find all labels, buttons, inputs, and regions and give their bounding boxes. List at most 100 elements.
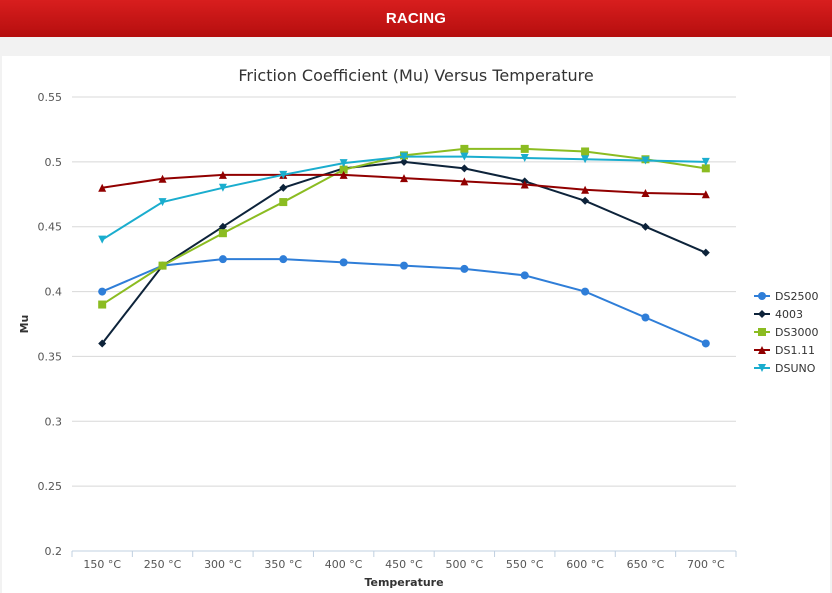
gridlines	[72, 96, 736, 552]
friction-chart: Friction Coefficient (Mu) Versus Tempera…	[18, 66, 818, 589]
x-tick-label: 150 °C	[83, 558, 121, 571]
y-tick-label: 0.4	[45, 286, 63, 299]
data-point	[641, 188, 650, 197]
y-tick-label: 0.35	[38, 350, 63, 363]
x-tick-label: 400 °C	[325, 558, 363, 571]
data-point	[400, 157, 408, 166]
data-point	[400, 174, 408, 183]
legend-item: DS3000	[754, 326, 818, 339]
series-dsuno	[98, 152, 710, 244]
legend-item: DS1.11	[754, 344, 815, 357]
data-point	[460, 152, 469, 161]
data-point	[98, 339, 107, 348]
data-point	[520, 153, 529, 162]
x-tick-label: 250 °C	[144, 558, 182, 571]
y-tick-label: 0.25	[38, 480, 63, 493]
legend-label: DSUNO	[775, 362, 816, 375]
data-point	[581, 185, 590, 194]
data-point	[339, 258, 348, 267]
data-point	[158, 174, 167, 183]
header-bar: RACING	[0, 0, 832, 37]
data-point	[279, 183, 288, 192]
series-4003	[98, 157, 710, 348]
legend-item: DS2500	[754, 290, 818, 303]
data-point	[701, 157, 710, 166]
y-tick-label: 0.5	[45, 156, 63, 169]
legend-marker	[758, 292, 766, 300]
data-point	[400, 152, 408, 161]
x-tick-label: 300 °C	[204, 558, 242, 571]
x-tick-label: 650 °C	[627, 558, 665, 571]
legend-label: DS1.11	[775, 344, 815, 357]
y-tick-label: 0.3	[45, 415, 63, 428]
data-point	[339, 165, 348, 174]
data-point	[641, 156, 650, 165]
data-point	[339, 170, 348, 179]
x-tick-label: 700 °C	[687, 558, 725, 571]
data-point	[158, 198, 167, 207]
data-point	[701, 248, 710, 257]
data-point	[98, 300, 107, 309]
series-line	[101, 258, 707, 345]
data-point	[460, 144, 469, 153]
data-point	[279, 255, 288, 264]
data-point	[520, 180, 529, 189]
chart-panel: Friction Coefficient (Mu) Versus Tempera…	[2, 56, 830, 593]
data-point	[520, 144, 529, 153]
y-tick-label: 0.2	[45, 545, 63, 558]
x-tick-label: 500 °C	[446, 558, 484, 571]
legend: DS2500 4003 DS3000 DS1.11 DSUNO	[754, 290, 818, 375]
legend-label: DS2500	[775, 290, 818, 303]
data-point	[581, 287, 590, 296]
data-point	[218, 170, 227, 179]
y-tick-label: 0.55	[38, 91, 63, 104]
x-tick-label: 450 °C	[385, 558, 423, 571]
series-line	[101, 160, 707, 345]
data-point	[460, 264, 469, 273]
series-line	[101, 155, 706, 241]
data-point	[218, 229, 227, 238]
data-point	[701, 190, 710, 199]
legend-marker	[758, 364, 766, 372]
series-ds1-11	[98, 170, 710, 199]
data-point	[701, 164, 710, 173]
data-point	[218, 183, 227, 192]
data-point	[701, 339, 710, 348]
legend-item: DSUNO	[754, 362, 816, 375]
x-axis-label: Temperature	[364, 576, 443, 589]
y-axis-label: Mu	[18, 315, 31, 334]
data-point	[218, 255, 227, 264]
data-point	[400, 261, 408, 270]
series-ds2500	[98, 255, 710, 348]
data-point	[279, 198, 288, 207]
data-point	[279, 170, 288, 179]
legend-label: 4003	[775, 308, 803, 321]
x-axis: 150 °C 250 °C 300 °C 350 °C 400 °C 450 °C 500 …	[71, 550, 737, 571]
x-tick-label: 600 °C	[566, 558, 604, 571]
x-tick-label: 550 °C	[506, 558, 544, 571]
data-point	[460, 164, 469, 173]
data-point	[581, 155, 590, 164]
legend-item: 4003	[754, 308, 803, 321]
data-point	[218, 222, 227, 231]
data-point	[520, 271, 529, 280]
data-point	[641, 222, 650, 231]
legend-marker	[758, 310, 766, 318]
legend-label: DS3000	[775, 326, 818, 339]
x-tick-label: 350 °C	[264, 558, 302, 571]
data-point	[641, 313, 650, 322]
legend-marker	[758, 346, 766, 354]
data-point	[581, 196, 590, 205]
data-point	[460, 177, 469, 186]
header-title: RACING	[385, 10, 447, 27]
y-axis: 0.2 0.25 0.3 0.35 0.4 0.45 0.5 0.55	[38, 91, 63, 558]
series-group	[98, 144, 710, 348]
chart-title: Friction Coefficient (Mu) Versus Tempera…	[238, 66, 593, 85]
data-point	[98, 183, 107, 192]
data-point	[98, 287, 107, 296]
data-point	[581, 147, 590, 156]
legend-marker	[758, 328, 766, 336]
data-point	[98, 235, 107, 244]
data-point	[158, 261, 167, 270]
y-tick-label: 0.45	[38, 221, 63, 234]
